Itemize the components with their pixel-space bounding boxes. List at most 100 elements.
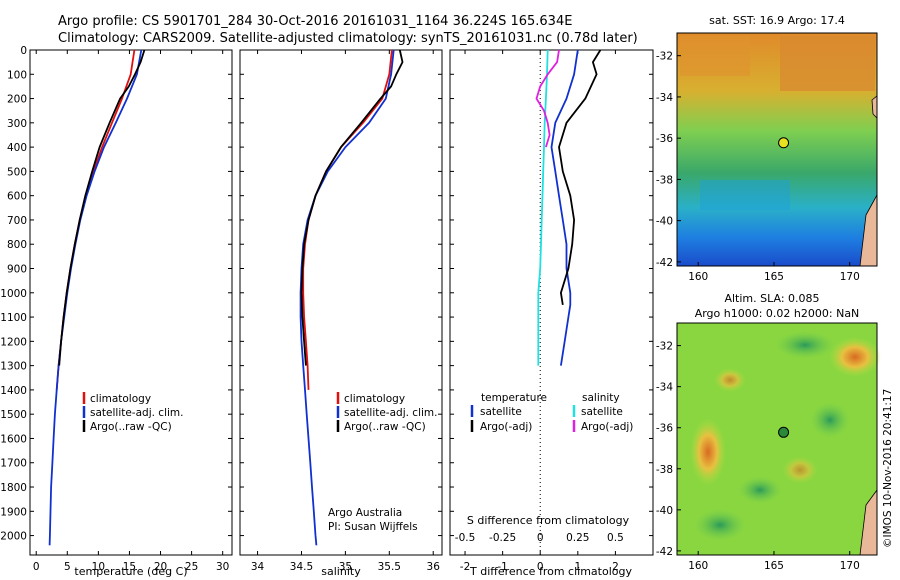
axes-ticks: 0 5 10 15 20 25 300100200300400500600700800900… (0, 45, 653, 573)
series-line (535, 49, 560, 148)
map-y-tick-label: -40 (656, 216, 673, 228)
difference-xlabel: T difference from climatology (469, 565, 632, 578)
y-tick-label: 1900 (0, 506, 27, 518)
y-tick-label: 1200 (0, 336, 27, 348)
series-line (58, 49, 146, 366)
y-tick-label: 300 (7, 118, 27, 130)
map-x-tick-label: 165 (764, 560, 784, 572)
x-tick-label: 2 (612, 561, 619, 573)
difference-panel (449, 49, 654, 556)
sla-map: Altim. SLA: 0.085 Argo h1000: 0.02 h2000… (656, 292, 881, 572)
x-tick-label: 5 (64, 561, 71, 573)
map-y-tick-label: -32 (656, 341, 673, 353)
y-tick-label: 1500 (0, 409, 27, 421)
y-tick-label: 1000 (0, 288, 27, 300)
y-tick-label: 500 (7, 166, 27, 178)
map-x-tick-label: 170 (840, 560, 860, 572)
header-line-2: Climatology: CARS2009. Satellite-adjuste… (58, 31, 638, 46)
sla-map-ticks: 160 165 170 -32 -34 -36 -38 -40 -42 (656, 341, 860, 572)
map-y-tick-label: -38 (656, 464, 673, 476)
map-y-tick-label: -36 (656, 423, 673, 435)
x-tick-label: 20 (154, 561, 167, 573)
sla-high-patch (782, 456, 818, 484)
y-tick-label: 200 (7, 94, 27, 106)
map-y-tick-label: -40 (656, 505, 673, 517)
salinity-legend: climatology satellite-adj. clim. Argo(..… (336, 392, 437, 433)
argo-location-marker (778, 426, 790, 438)
profile-series (48, 49, 602, 555)
series-line (558, 49, 602, 306)
map-x-tick-label: 160 (688, 560, 708, 572)
legend-label-s-satellite: satellite (581, 406, 623, 418)
map-x-tick-label: 170 (840, 271, 860, 283)
sla-low-patch (694, 509, 746, 541)
annotation-pi: PI: Susan Wijffels (328, 521, 418, 533)
x-top-tick-label: -0.5 (455, 532, 476, 544)
legend-title-salinity: salinity (582, 392, 620, 404)
argo-location-marker (778, 137, 790, 149)
map-y-tick-label: -42 (656, 257, 673, 269)
y-tick-label: 600 (7, 191, 27, 203)
x-top-tick-label: 0.25 (566, 532, 589, 544)
x-tick-label: 35 (339, 561, 352, 573)
x-tick-label: 35.5 (378, 561, 401, 573)
map-x-tick-label: 160 (688, 271, 708, 283)
x-tick-label: -2 (460, 561, 470, 573)
x-top-tick-label: -0.25 (489, 532, 516, 544)
temperature-legend: climatology satellite-adj. clim. Argo(..… (82, 392, 183, 433)
y-tick-label: 2000 (0, 531, 27, 543)
x-tick-label: 34 (251, 561, 265, 573)
sla-low-patch (738, 476, 782, 504)
annotation-argo-australia: Argo Australia (328, 507, 402, 519)
sla-map-frame (676, 322, 878, 556)
legend-label-climatology: climatology (90, 393, 151, 405)
legend-title-temperature: temperature (481, 392, 547, 404)
y-tick-label: 800 (7, 239, 27, 251)
temperature-panel (29, 49, 233, 556)
series-line (550, 49, 579, 366)
sst-map: sat. SST: 16.9 Argo: 17.4 160 165 170 -32 -3… (656, 14, 878, 283)
credit-text: ©IMOS 10-Nov-2016 20:41:17 (882, 389, 894, 548)
legend-label-climatology: climatology (344, 393, 405, 405)
x-tick-label: 0 (33, 561, 40, 573)
legend-label-s-argo: Argo(-adj) (581, 421, 633, 433)
series-line (55, 49, 136, 390)
sla-high-patch (829, 337, 881, 377)
series-line (300, 49, 404, 366)
y-tick-label: 400 (7, 142, 27, 154)
y-tick-label: 1700 (0, 458, 27, 470)
x-tick-label: 1 (574, 561, 581, 573)
x-tick-label: 30 (216, 561, 229, 573)
x-tick-label: -1 (497, 561, 507, 573)
legend-label-satellite: satellite-adj. clim. (344, 407, 437, 419)
legend-label-argo: Argo(..raw -QC) (90, 421, 172, 433)
legend-label-argo: Argo(..raw -QC) (344, 421, 426, 433)
map-y-tick-label: -34 (656, 92, 673, 104)
map-x-tick-label: 165 (764, 271, 784, 283)
x-tick-label: 10 (92, 561, 105, 573)
map-y-tick-label: -38 (656, 174, 673, 186)
map-y-tick-label: -34 (656, 382, 673, 394)
difference-xlabel-top: S difference from climatology (467, 514, 630, 527)
y-tick-label: 1800 (0, 482, 27, 494)
sla-low-patch (775, 331, 835, 359)
sla-high-patch (714, 368, 746, 392)
sst-warm-patch (780, 36, 875, 91)
y-tick-label: 1100 (0, 312, 27, 324)
series-line (299, 49, 395, 546)
sla-map-title-1: Altim. SLA: 0.085 (724, 292, 819, 305)
y-tick-label: 900 (7, 264, 27, 276)
y-tick-label: 1300 (0, 361, 27, 373)
legend-label-t-satellite: satellite (480, 406, 522, 418)
header-line-1: Argo profile: CS 5901701_284 30-Oct-2016… (58, 14, 573, 29)
temperature-xlabel: temperature (deg C) (74, 565, 187, 578)
x-tick-label: 34.5 (290, 561, 313, 573)
difference-legend: temperature satellite Argo(-adj) salinit… (470, 392, 633, 433)
y-tick-label: 1600 (0, 433, 27, 445)
salinity-xlabel: salinity (321, 565, 361, 578)
sst-map-ticks: 160 165 170 -32 -34 -36 -38 -40 -42 (656, 51, 860, 283)
x-tick-label: 15 (123, 561, 136, 573)
y-tick-label: 1400 (0, 385, 27, 397)
sla-low-patch (810, 402, 850, 438)
